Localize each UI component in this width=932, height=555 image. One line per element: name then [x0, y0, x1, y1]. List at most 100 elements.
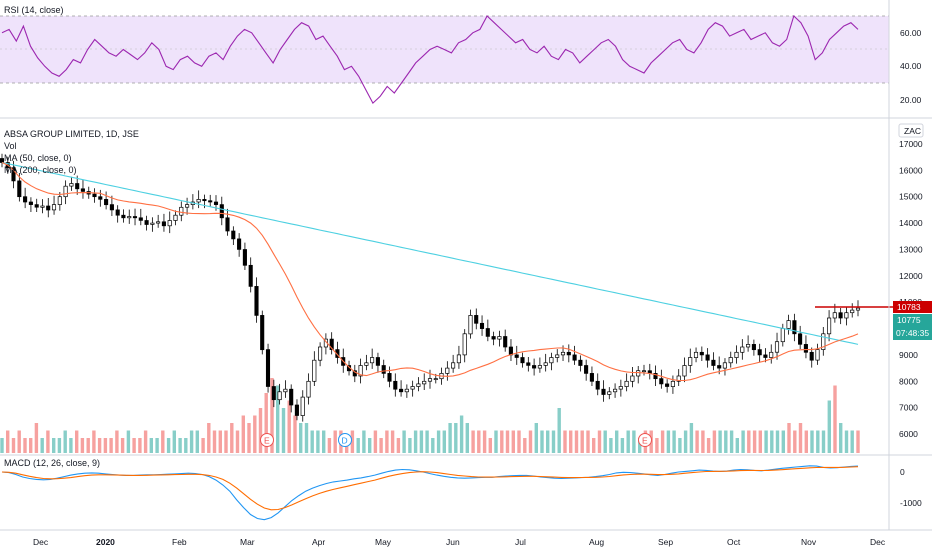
- time-tick: Oct: [727, 537, 741, 547]
- candle-body: [613, 388, 618, 393]
- candle-body: [237, 238, 242, 250]
- candle-body: [381, 365, 386, 374]
- earnings-event-marker[interactable]: E: [260, 433, 274, 447]
- candle-body: [300, 396, 305, 416]
- candle-body: [520, 357, 525, 364]
- volume-bar: [695, 430, 699, 453]
- candle-body: [404, 388, 409, 393]
- volume-bar: [385, 430, 389, 453]
- volume-bar: [775, 430, 780, 453]
- time-tick: Mar: [240, 537, 255, 547]
- candle-body: [17, 180, 22, 198]
- candle-body: [57, 196, 62, 205]
- volume-bar: [655, 438, 659, 453]
- price-tick: 9000: [899, 350, 918, 360]
- volume-bar: [218, 430, 222, 453]
- candle-body: [46, 205, 51, 211]
- rsi-line: [1, 14, 859, 104]
- volume-bar: [356, 438, 360, 453]
- time-tick: May: [375, 537, 392, 547]
- candle-body: [722, 362, 727, 369]
- candle-body: [179, 206, 184, 216]
- candle-body: [75, 183, 80, 190]
- candle-body: [260, 315, 265, 351]
- candle-body: [688, 357, 693, 366]
- price-panel[interactable]: ABSA GROUP LIMITED, 1D, JSE Vol MA (50, …: [0, 123, 932, 453]
- candle-body: [289, 388, 294, 406]
- candle-body: [780, 328, 785, 343]
- candle-body: [387, 373, 392, 382]
- volume-bar: [224, 430, 228, 453]
- volume-bar: [764, 430, 768, 453]
- volume-bar: [109, 438, 113, 453]
- volume-bar: [511, 430, 515, 453]
- candle-body: [474, 315, 479, 324]
- time-tick: Jul: [515, 537, 526, 547]
- volume-bar: [253, 415, 257, 453]
- volume-bar: [718, 430, 722, 453]
- candle-body: [491, 336, 496, 340]
- candle-body: [202, 199, 207, 202]
- time-tick: Sep: [658, 537, 673, 547]
- volume-bar: [287, 400, 291, 453]
- candle-body: [532, 365, 537, 369]
- volume-bar: [632, 430, 636, 453]
- volume-bar: [63, 430, 67, 453]
- ma200-indicator-label: MA (200, close, 0): [4, 165, 77, 175]
- candle-body: [80, 188, 85, 192]
- rsi-tick: 20.00: [900, 95, 922, 105]
- event-label: E: [642, 436, 648, 446]
- time-tick: Dec: [33, 537, 49, 547]
- candle-body: [630, 375, 635, 382]
- candle-body: [479, 322, 485, 329]
- candle-body: [69, 183, 74, 187]
- price-tick: 15000: [899, 192, 923, 202]
- volume-bar: [741, 430, 745, 453]
- volume-bar: [120, 438, 125, 453]
- volume-bar: [189, 430, 194, 453]
- candle-body: [427, 378, 433, 382]
- macd-tick: 0: [900, 467, 905, 477]
- earnings-event-marker[interactable]: E: [638, 433, 652, 447]
- candle-body: [555, 354, 560, 358]
- candle-body: [705, 354, 710, 361]
- volume-bar: [804, 430, 808, 453]
- volume-bar: [143, 430, 148, 453]
- candle-body: [248, 264, 253, 287]
- last-price-value: 10775: [897, 315, 921, 325]
- candle-body: [375, 357, 380, 366]
- time-tick: Dec: [870, 537, 886, 547]
- volume-bar: [390, 430, 395, 453]
- price-tick: 7000: [899, 403, 918, 413]
- rsi-panel[interactable]: RSI (14, close) 60.00 40.00 20.00: [0, 5, 922, 105]
- moving-averages: [1, 161, 859, 382]
- volume-bar: [839, 423, 843, 453]
- volume-bar: [706, 438, 711, 453]
- currency-badge[interactable]: [898, 123, 924, 138]
- candle-body: [601, 388, 606, 395]
- candle-body: [115, 209, 120, 216]
- macd-panel[interactable]: MACD (12, 26, close, 9) 0 -1000: [1, 458, 922, 521]
- candle-body: [618, 386, 623, 390]
- candle-body: [468, 315, 473, 335]
- candle-body: [584, 365, 589, 374]
- candle-body: [728, 357, 733, 364]
- candle-body: [676, 375, 681, 382]
- candle-body: [659, 378, 664, 385]
- dividend-event-marker[interactable]: D: [338, 433, 352, 447]
- candle-body: [607, 391, 612, 395]
- volume-bar: [241, 415, 245, 453]
- volume-bar: [368, 438, 372, 453]
- candle-body: [23, 196, 28, 203]
- volume-bar: [459, 415, 464, 453]
- candle-body: [312, 359, 317, 382]
- rsi-axis: 60.00 40.00 20.00: [900, 28, 922, 105]
- candle-body: [485, 328, 490, 337]
- candle-body: [161, 221, 166, 227]
- candle-body: [265, 349, 271, 387]
- candle-body: [196, 199, 201, 203]
- candle-body: [98, 196, 103, 200]
- price-tick: 17000: [899, 139, 923, 149]
- volume-bar: [500, 430, 504, 453]
